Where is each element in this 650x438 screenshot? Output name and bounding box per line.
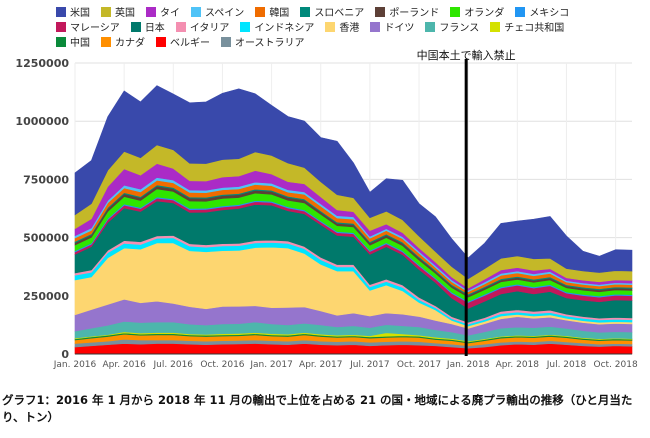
legend-label: ベルギー [170,38,210,49]
x-tick-label: Jan. 2018 [446,360,490,370]
legend-label: フランス [439,23,480,34]
x-tick-label: Apr. 2017 [299,360,342,370]
legend-swatch [191,6,201,17]
x-tick-label: Oct. 2017 [397,360,441,370]
legend-label: イタリア [189,23,230,34]
legend-item: フランス [425,19,479,34]
legend-item: 英国 [101,4,135,19]
legend-label: カナダ [115,38,145,49]
legend-swatch [240,21,251,32]
legend-label: 中国 [70,38,90,49]
legend-swatch [370,21,381,32]
x-tick-label: Jul. 2017 [349,360,390,370]
y-tick-label: 1250000 [15,57,69,70]
legend-item: 香港 [325,19,359,34]
legend-item: 中国 [56,34,90,49]
legend-label: 米国 [70,8,90,19]
legend-item: スロベニア [300,4,364,19]
y-tick-label: 1000000 [15,115,69,128]
series-area-0 [74,343,633,355]
y-tick-label: 750000 [23,173,69,186]
stacked-area-chart: 0 250000 500000 750000 1000000 1250000 Jan. 20… [15,48,638,370]
legend-label: マレーシア [70,23,120,34]
legend-swatch [156,36,166,47]
y-tick-label: 0 [61,348,69,361]
legend-label: オランダ [464,8,505,19]
legend-label: 日本 [144,23,165,34]
x-tick-label: Oct. 2018 [594,360,638,370]
legend-item: タイ [146,4,180,19]
series-area-20 [74,85,633,280]
legend-swatch [515,6,526,17]
legend-item: カナダ [101,34,145,49]
legend-swatch [101,6,111,17]
legend-swatch [175,21,186,32]
legend-swatch [56,21,66,32]
legend-swatch [490,21,501,32]
legend-swatch [146,6,156,17]
legend-swatch [375,6,386,17]
legend-row: 米国 英国 タイ スペイン 韓国 スロベニア ポーランド オランダ メキシコ [56,4,646,19]
legend-label: 香港 [339,23,360,34]
legend-swatch [425,21,436,32]
legend-item: 韓国 [255,4,289,19]
legend-label: 韓国 [269,8,290,19]
legend-label: オーストラリア [235,38,305,49]
legend-label: ドイツ [384,23,415,34]
legend-swatch [56,6,66,17]
legend-item: ベルギー [156,34,210,49]
legend-item: オランダ [450,4,504,19]
x-tick-label: Jan. 2016 [53,360,97,370]
x-tick-label: Apr. 2018 [496,360,540,370]
legend-swatch [450,6,461,17]
legend-label: メキシコ [529,8,570,19]
x-tick-label: Apr. 2016 [102,360,146,370]
x-tick-label: Jan. 2017 [249,360,293,370]
y-tick-label: 500000 [23,232,69,245]
legend-label: ポーランド [389,8,440,19]
legend-label: スペイン [205,8,245,19]
legend-item: チェコ共和国 [490,19,564,34]
legend-item: ポーランド [375,4,439,19]
legend-item: インドネシア [240,19,314,34]
legend-label: インドネシア [254,23,315,34]
legend-swatch [130,21,141,32]
ban-marker-label: 中国本土で輸入禁止 [417,48,516,62]
x-tick-label: Oct. 2016 [200,360,244,370]
legend-item: イタリア [175,19,230,34]
x-tick-label: Jul. 2016 [153,360,194,370]
legend-item: ドイツ [370,19,414,34]
legend-swatch [56,36,66,47]
legend-swatch [325,21,336,32]
chart-legend: 米国 英国 タイ スペイン 韓国 スロベニア ポーランド オランダ メキシコマレーシア 日本 イタリ… [56,4,646,49]
legend-item: 米国 [56,4,90,19]
legend-label: 英国 [115,8,135,19]
legend-item: マレーシア [56,19,120,34]
y-tick-label: 250000 [23,290,69,303]
legend-swatch [101,36,111,47]
legend-row: マレーシア 日本 イタリア インドネシア 香港 ドイツ フランス チェコ共和国 [56,19,646,34]
legend-item: メキシコ [515,4,569,19]
legend-label: チェコ共和国 [504,23,565,34]
legend-label: スロベニア [314,8,365,19]
legend-item: 日本 [130,19,165,34]
legend-row: 中国 カナダ ベルギー オーストラリア [56,34,646,49]
figure-caption: グラフ1：2016 年 1 月から 2018 年 11 月の輸出で上位を占める … [2,393,633,424]
legend-swatch [221,36,231,47]
legend-label: タイ [160,8,180,19]
legend-swatch [300,6,311,17]
legend-item: スペイン [191,4,244,19]
x-tick-label: Jul. 2018 [546,360,587,370]
legend-item: オーストラリア [221,34,305,49]
legend-swatch [255,6,266,17]
